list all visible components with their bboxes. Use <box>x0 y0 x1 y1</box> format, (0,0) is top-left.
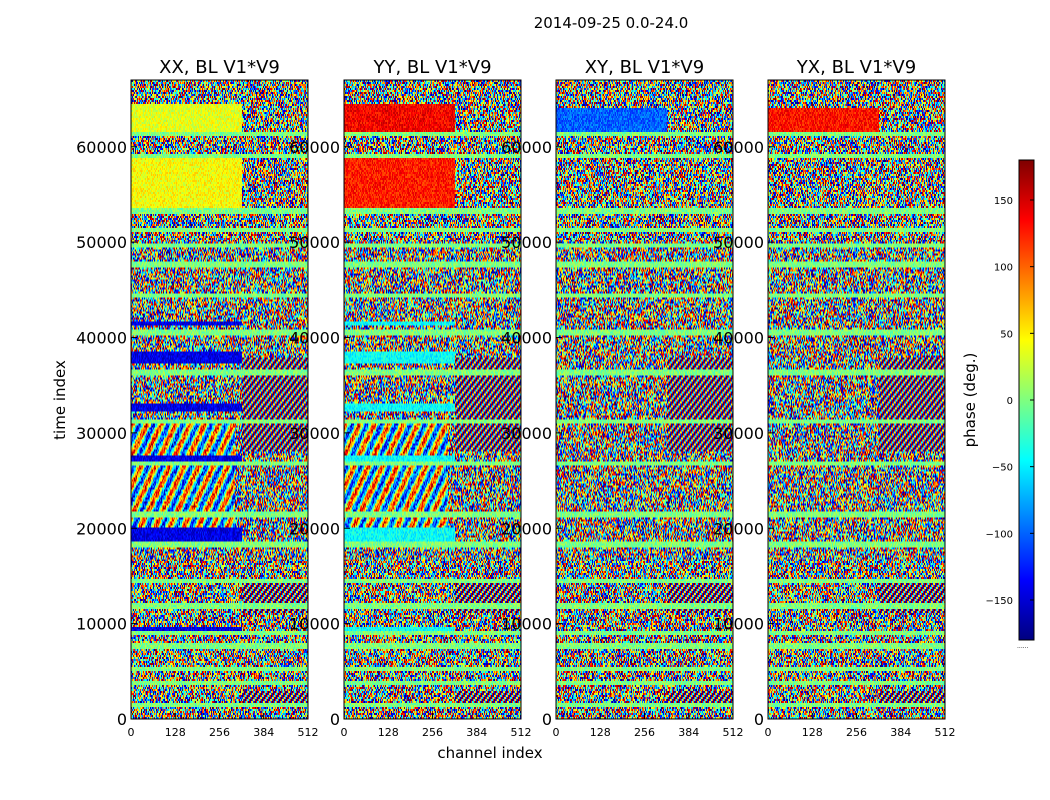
y-tick-label: 20000 <box>76 519 127 538</box>
y-tick-label: 0 <box>542 710 552 729</box>
y-tick-label: 10000 <box>713 615 764 634</box>
x-tick-label: 512 <box>935 726 956 739</box>
x-tick-label: 384 <box>678 726 699 739</box>
panel-xx: XX, BL V1*V9 0 128 256 384 512 0 10000 20000 3000… <box>76 57 318 739</box>
y-tick-label: 0 <box>330 710 340 729</box>
panel-title: XY, BL V1*V9 <box>585 57 704 78</box>
colorbar: −150 −100 −50 0 50 100 150 <box>986 159 1035 641</box>
heatmap-image-xy <box>556 80 733 719</box>
colorbar-tick-label: 150 <box>994 196 1013 207</box>
y-tick-label: 60000 <box>289 138 340 157</box>
x-tick-label: 256 <box>422 726 443 739</box>
y-tick-label: 0 <box>117 710 127 729</box>
y-tick-label: 60000 <box>501 138 552 157</box>
x-tick-label: 128 <box>802 726 823 739</box>
y-tick-label: 50000 <box>501 233 552 252</box>
y-tick-label: 40000 <box>76 329 127 348</box>
y-tick-label: 40000 <box>713 329 764 348</box>
y-tick-label: 30000 <box>289 424 340 443</box>
y-tick-label: 30000 <box>501 424 552 443</box>
x-tick-label: 0 <box>553 726 560 739</box>
x-tick-label: 128 <box>378 726 399 739</box>
y-tick-label: 10000 <box>501 615 552 634</box>
x-tick-label: 128 <box>165 726 186 739</box>
heatmap-image-yy <box>344 80 521 719</box>
colorbar-tick-label: −150 <box>986 596 1013 607</box>
heatmap-image-xx <box>131 80 308 719</box>
y-tick-label: 30000 <box>713 424 764 443</box>
x-tick-label: 128 <box>590 726 611 739</box>
y-tick-label: 10000 <box>289 615 340 634</box>
x-tick-label: 0 <box>128 726 135 739</box>
heatmap-image-yx <box>768 80 945 719</box>
panel-title: YY, BL V1*V9 <box>372 57 491 78</box>
y-tick-label: 20000 <box>713 519 764 538</box>
y-axis-label: time index <box>51 360 69 440</box>
y-tick-label: 50000 <box>713 233 764 252</box>
panel-yx: YX, BL V1*V9 0 128 256 384 512 0 10000 20000 3000… <box>713 57 955 739</box>
colorbar-tick-label: 100 <box>994 263 1013 274</box>
colorbar-extra-text: ...... <box>1017 643 1029 650</box>
figure-suptitle: 2014-09-25 0.0-24.0 <box>534 14 689 32</box>
x-tick-label: 256 <box>209 726 230 739</box>
colorbar-tick-label: 50 <box>1000 329 1013 340</box>
y-tick-label: 60000 <box>76 138 127 157</box>
x-tick-label: 512 <box>723 726 744 739</box>
colorbar-tick-label: 0 <box>1007 396 1013 407</box>
y-tick-label: 40000 <box>501 329 552 348</box>
y-tick-label: 50000 <box>289 233 340 252</box>
x-tick-label: 384 <box>253 726 274 739</box>
panel-xy: XY, BL V1*V9 0 128 256 384 512 0 10000 20000 3000… <box>501 57 743 739</box>
y-tick-label: 50000 <box>76 233 127 252</box>
x-tick-label: 0 <box>341 726 348 739</box>
colorbar-label: phase (deg.) <box>961 353 979 448</box>
panel-title: YX, BL V1*V9 <box>796 57 916 78</box>
panels-group: XX, BL V1*V9 0 128 256 384 512 0 10000 20000 3000… <box>76 57 955 739</box>
colorbar-tick-label: −50 <box>992 463 1013 474</box>
y-tick-label: 20000 <box>289 519 340 538</box>
y-tick-label: 60000 <box>713 138 764 157</box>
x-tick-label: 512 <box>511 726 532 739</box>
x-tick-label: 512 <box>298 726 319 739</box>
y-tick-label: 10000 <box>76 615 127 634</box>
x-axis-label: channel index <box>437 744 542 762</box>
colorbar-tick-label: −100 <box>986 529 1013 540</box>
x-tick-label: 256 <box>634 726 655 739</box>
panel-yy: YY, BL V1*V9 0 128 256 384 512 0 10000 20000 3000… <box>289 57 531 739</box>
y-tick-label: 0 <box>754 710 764 729</box>
y-tick-label: 20000 <box>501 519 552 538</box>
x-tick-label: 256 <box>846 726 867 739</box>
y-tick-label: 30000 <box>76 424 127 443</box>
panel-title: XX, BL V1*V9 <box>159 57 280 78</box>
y-tick-label: 40000 <box>289 329 340 348</box>
x-tick-label: 384 <box>466 726 487 739</box>
x-tick-label: 384 <box>890 726 911 739</box>
x-tick-label: 0 <box>765 726 772 739</box>
